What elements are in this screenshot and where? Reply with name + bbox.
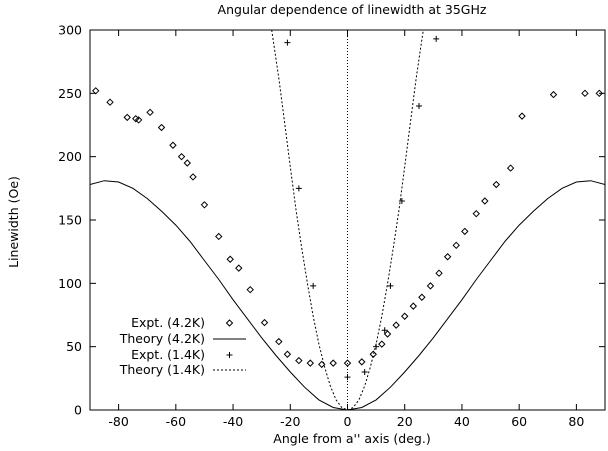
data-point — [343, 359, 352, 367]
data-point — [246, 285, 254, 294]
data-point — [295, 185, 302, 192]
data-point — [358, 358, 366, 366]
data-point — [235, 264, 243, 272]
data-point — [183, 159, 191, 167]
data-point — [310, 282, 317, 289]
legend-marker — [225, 319, 234, 327]
data-point — [378, 340, 386, 348]
data-point — [492, 180, 500, 189]
data-point — [146, 108, 154, 117]
data-point — [169, 141, 177, 149]
series-3 — [284, 35, 440, 381]
data-point — [443, 253, 452, 261]
data-point — [398, 198, 405, 204]
data-point — [409, 302, 418, 310]
data-point — [177, 152, 186, 161]
series-line — [90, 180, 605, 410]
y-tick-label: 0 — [74, 403, 82, 418]
legend-label: Expt. (4.2K) — [131, 315, 205, 330]
data-point — [329, 359, 337, 367]
y-tick-label: 150 — [58, 213, 82, 228]
y-tick-label: 200 — [58, 149, 82, 164]
data-point — [481, 197, 489, 205]
data-point — [92, 87, 100, 95]
data-point — [518, 112, 526, 120]
data-point — [306, 359, 315, 367]
data-point — [283, 350, 292, 358]
data-point — [215, 232, 223, 241]
x-tick-label: 20 — [397, 414, 413, 429]
y-tick-label: 250 — [58, 86, 82, 101]
data-point — [549, 90, 558, 99]
data-point — [381, 327, 388, 334]
data-point — [392, 321, 400, 329]
data-point — [200, 201, 209, 209]
data-point — [189, 173, 197, 181]
legend-label: Theory (4.2K) — [119, 331, 205, 346]
axes: -80 -60 -40 -20 0 20 40 60 80 0 50 100 150 200 250 300 — [58, 23, 606, 429]
series-group — [90, 30, 605, 410]
data-point — [506, 164, 515, 172]
data-point — [295, 356, 303, 365]
data-point — [418, 293, 426, 301]
data-point — [106, 98, 114, 106]
data-point — [383, 330, 392, 338]
x-axis-title: Angle from a'' axis (deg.) — [273, 431, 430, 446]
x-tick-label: -80 — [108, 414, 128, 429]
y-tick-label: 300 — [58, 23, 82, 38]
data-point — [387, 282, 394, 289]
legend-marker — [226, 352, 233, 358]
data-point — [123, 113, 131, 122]
series-line — [271, 30, 424, 410]
x-tick-label: 40 — [454, 414, 470, 429]
x-tick-label: 0 — [344, 414, 352, 429]
y-tick-label: 50 — [66, 339, 82, 354]
legend-label: Expt. (1.4K) — [131, 347, 205, 362]
data-point — [581, 89, 589, 98]
chart-title: Angular dependence of linewidth at 35GHz — [218, 2, 487, 17]
data-point — [260, 318, 269, 327]
y-axis-title: Linewidth (Oe) — [6, 176, 21, 268]
data-point — [416, 103, 423, 109]
legend-label: Theory (1.4K) — [119, 362, 205, 377]
data-point — [595, 89, 603, 98]
data-point — [275, 337, 283, 346]
data-point — [134, 116, 143, 124]
series-2 — [90, 180, 605, 410]
legend: Expt. (4.2K)Theory (4.2K)Expt. (1.4K)The… — [119, 315, 246, 377]
x-tick-label: -20 — [280, 414, 300, 429]
data-point — [226, 255, 234, 263]
x-tick-label: 60 — [511, 414, 527, 429]
x-tick-label: -40 — [223, 414, 243, 429]
data-point — [433, 35, 440, 42]
series-4 — [271, 30, 424, 410]
data-point — [361, 369, 368, 375]
data-point — [472, 209, 480, 218]
data-point — [461, 227, 469, 236]
x-tick-label: -60 — [166, 414, 186, 429]
data-point — [284, 39, 291, 46]
data-point — [435, 269, 443, 277]
y-tick-label: 100 — [58, 276, 82, 291]
data-point — [401, 312, 409, 320]
data-point — [452, 241, 460, 250]
data-point — [157, 123, 166, 132]
data-point — [344, 374, 351, 381]
x-tick-label: 80 — [568, 414, 584, 429]
data-point — [426, 282, 435, 290]
